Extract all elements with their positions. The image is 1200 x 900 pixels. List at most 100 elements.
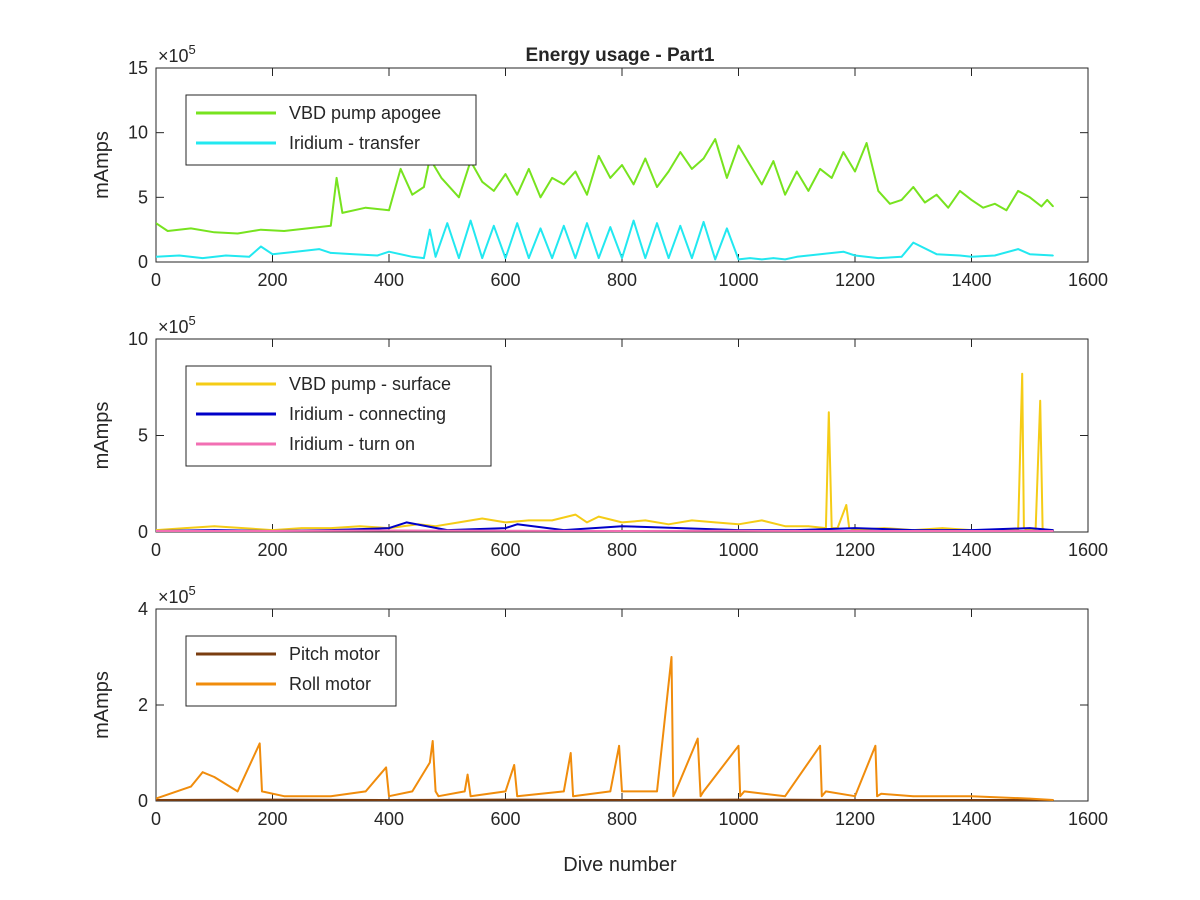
data-point: [609, 177, 612, 179]
data-point: [190, 227, 192, 230]
data-point: [739, 795, 742, 797]
x-axis-label: Dive number: [563, 854, 677, 876]
x-tick-label: 1200: [835, 809, 875, 829]
data-point: [784, 795, 786, 797]
x-tick-label: 1400: [951, 540, 991, 560]
data-point: [830, 177, 833, 179]
data-point: [737, 258, 740, 261]
data-point: [854, 799, 856, 801]
data-point: [672, 795, 675, 797]
data-point: [807, 525, 810, 528]
data-point: [1005, 209, 1008, 212]
data-point: [994, 254, 996, 257]
data-point: [156, 797, 157, 800]
data-point: [674, 790, 677, 793]
data-point: [819, 253, 821, 256]
data-point: [411, 790, 414, 793]
data-point: [825, 790, 827, 793]
y-tick-label: 0: [138, 522, 148, 542]
legend-label: VBD pump apogee: [289, 103, 441, 123]
data-point: [819, 745, 821, 747]
data-point: [586, 222, 588, 224]
data-point: [737, 530, 740, 532]
data-point: [399, 168, 402, 170]
data-point: [820, 795, 823, 797]
x-tick-label: 200: [257, 809, 287, 829]
data-point: [970, 256, 973, 258]
data-point: [539, 196, 542, 199]
data-point: [528, 257, 530, 259]
x-tick-label: 200: [257, 540, 287, 560]
data-point: [854, 170, 856, 173]
data-point: [749, 164, 751, 166]
data-point: [941, 527, 944, 529]
exponent-base: ×10: [158, 587, 189, 607]
data-point: [260, 245, 262, 248]
data-point: [874, 745, 877, 747]
data-point: [434, 790, 437, 793]
data-point: [696, 737, 699, 740]
x-tick-label: 1200: [835, 270, 875, 290]
legend-label: Roll motor: [289, 674, 371, 694]
data-point: [679, 151, 682, 153]
data-point: [1028, 253, 1031, 256]
series-iridium-transfer: [156, 219, 1054, 261]
data-point: [504, 527, 507, 529]
data-point: [574, 170, 577, 173]
data-point: [854, 254, 856, 257]
data-point: [569, 752, 572, 754]
data-point: [388, 527, 390, 529]
data-point: [609, 226, 612, 228]
legend-label: Iridium - connecting: [289, 404, 446, 424]
y-tick-label: 4: [138, 599, 148, 619]
data-point: [912, 186, 915, 188]
y-tick-label: 0: [138, 791, 148, 811]
data-point: [364, 206, 367, 209]
data-point: [466, 773, 469, 776]
series-pitch-motor: [156, 798, 1054, 801]
data-point: [271, 798, 274, 801]
data-point: [388, 209, 390, 212]
series-iridium-turn-on: [156, 529, 1054, 532]
data-point: [1040, 205, 1043, 208]
data-point: [784, 525, 786, 528]
data-point: [385, 766, 387, 769]
data-point: [156, 222, 157, 224]
data-point: [819, 168, 821, 170]
legend-label: Pitch motor: [289, 644, 380, 664]
data-point: [714, 258, 716, 261]
data-point: [877, 190, 880, 192]
data-point: [190, 785, 192, 788]
data-point: [845, 504, 848, 506]
data-point: [1052, 254, 1054, 257]
series-vbd-pump-apogee: [156, 138, 1054, 235]
data-point: [562, 183, 565, 186]
data-point: [854, 530, 856, 532]
data-point: [970, 795, 973, 797]
x-tick-label: 800: [607, 270, 637, 290]
data-point: [807, 190, 810, 192]
data-point: [691, 519, 693, 522]
x-tick-label: 600: [490, 809, 520, 829]
data-point: [271, 253, 274, 256]
data-point: [644, 519, 647, 522]
data-point: [463, 790, 466, 793]
plot-area: [156, 372, 1054, 532]
data-point: [562, 790, 565, 793]
data-point: [935, 193, 938, 196]
data-point: [201, 771, 204, 773]
data-point: [854, 795, 856, 797]
data-point: [737, 523, 740, 526]
data-point: [726, 227, 728, 230]
data-point: [481, 257, 484, 259]
x-tick-label: 200: [257, 270, 287, 290]
data-point: [504, 790, 507, 793]
data-point: [469, 219, 472, 222]
data-point: [504, 521, 507, 524]
data-point: [667, 257, 670, 259]
y-tick-label: 15: [128, 58, 148, 78]
x-tick-label: 800: [607, 809, 637, 829]
data-point: [1017, 190, 1019, 192]
subplot-1: 0 200 400 600 800 1000 1200 1400 1600051015×105m…: [91, 42, 1108, 290]
y-axis-label: mAmps: [91, 131, 113, 199]
